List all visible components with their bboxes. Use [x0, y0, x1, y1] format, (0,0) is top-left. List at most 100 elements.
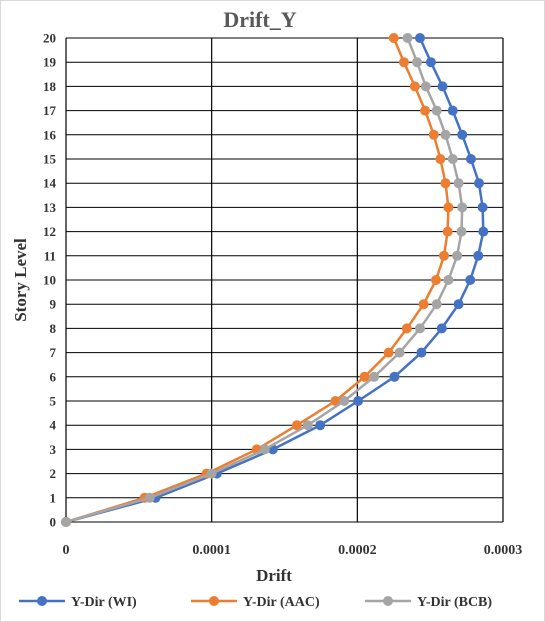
- legend-marker-2: [383, 596, 393, 606]
- series-2-point-5: [339, 396, 350, 406]
- legend-item-2: Y-Dir (BCB): [365, 595, 492, 610]
- series-0-point-5: [353, 396, 364, 406]
- series-0-point-16: [457, 129, 468, 140]
- y-tick-label-4: 4: [50, 418, 57, 433]
- y-tick-label-8: 8: [50, 321, 57, 336]
- y-tick-label-7: 7: [50, 345, 57, 360]
- y-tick-label-19: 19: [43, 55, 57, 70]
- series-1-point-18: [409, 81, 420, 92]
- series-2-point-16: [440, 129, 451, 140]
- x-axis-label: Drift: [256, 566, 292, 585]
- series-2-point-2: [206, 468, 217, 479]
- series-0-point-7: [416, 347, 427, 358]
- x-tick-label-1: 0.0001: [192, 543, 231, 558]
- y-axis-label: Story Level: [11, 238, 30, 322]
- series-0-point-6: [389, 371, 400, 382]
- y-tick-label-0: 0: [50, 515, 57, 530]
- chart-title: Drift_Y: [223, 7, 296, 32]
- series-2-point-3: [259, 444, 270, 455]
- series-2-point-12: [456, 226, 467, 237]
- y-tick-label-15: 15: [43, 152, 57, 167]
- series-2-point-15: [447, 154, 458, 164]
- series-0-point-14: [473, 178, 484, 189]
- series-2-point-9: [431, 299, 442, 310]
- series-2-point-8: [414, 323, 425, 334]
- series-2-point-14: [453, 178, 464, 189]
- series-0-point-11: [473, 250, 484, 261]
- y-tick-label-11: 11: [44, 248, 56, 263]
- series-2-point-18: [420, 81, 431, 92]
- series-2-point-13: [457, 202, 468, 213]
- series-1-point-7: [383, 347, 394, 358]
- series-0: [61, 33, 489, 527]
- y-tick-label-10: 10: [43, 273, 56, 288]
- series-0-point-13: [477, 202, 488, 213]
- y-tick-label-18: 18: [43, 79, 57, 94]
- y-tick-label-2: 2: [50, 466, 57, 481]
- series-0-point-8: [436, 323, 447, 334]
- legend-marker-0: [37, 596, 47, 606]
- series-1-point-20: [388, 33, 399, 43]
- series-1-point-14: [440, 178, 451, 189]
- series-1: [61, 33, 454, 527]
- series-1-point-19: [398, 57, 409, 68]
- series-0-point-19: [425, 57, 436, 68]
- series-2-point-6: [369, 371, 380, 382]
- series-2-point-1: [144, 492, 155, 503]
- series-2-point-17: [431, 105, 442, 116]
- series-1-point-4: [291, 420, 302, 431]
- x-tick-label-3: 0.0003: [484, 543, 523, 558]
- series-1-point-10: [430, 275, 441, 285]
- y-tick-label-6: 6: [50, 369, 57, 384]
- y-tick-label-12: 12: [43, 224, 56, 239]
- series-0-point-20: [414, 33, 425, 43]
- legend-item-1: Y-Dir (AAC): [191, 595, 320, 610]
- series-0-point-15: [465, 154, 476, 164]
- series-0-point-4: [315, 420, 326, 431]
- gridlines: [65, 37, 504, 523]
- legend-marker-1: [209, 596, 219, 606]
- series-1-point-11: [439, 250, 450, 261]
- series-1-point-17: [420, 105, 431, 116]
- legend-label-0: Y-Dir (WI): [71, 595, 137, 610]
- series-1-point-6: [359, 371, 370, 382]
- series-2: [61, 33, 468, 527]
- y-tick-label-17: 17: [43, 103, 57, 118]
- x-tick-label-0: 0: [63, 543, 70, 558]
- series-0-point-12: [478, 226, 489, 237]
- series-1-point-5: [330, 396, 341, 406]
- y-tick-label-5: 5: [50, 394, 57, 409]
- legend-label-1: Y-Dir (AAC): [243, 595, 320, 610]
- series-2-point-7: [394, 347, 405, 358]
- y-tick-label-13: 13: [43, 200, 57, 215]
- series-group: [61, 33, 489, 527]
- legend-label-2: Y-Dir (BCB): [417, 595, 492, 610]
- legend-item-0: Y-Dir (WI): [19, 595, 137, 610]
- series-2-point-19: [412, 57, 423, 68]
- series-0-point-10: [465, 275, 476, 285]
- series-2-point-10: [443, 275, 454, 285]
- y-tick-label-1: 1: [50, 490, 57, 505]
- series-1-point-8: [401, 323, 412, 334]
- series-2-point-4: [302, 420, 313, 431]
- y-tick-label-9: 9: [50, 297, 57, 312]
- series-1-point-13: [443, 202, 454, 213]
- series-1-point-12: [442, 226, 453, 237]
- y-tick-label-14: 14: [43, 176, 57, 191]
- y-tick-label-16: 16: [43, 127, 57, 142]
- series-2-point-20: [402, 33, 413, 43]
- series-0-point-17: [447, 105, 458, 116]
- series-0-point-9: [453, 299, 464, 310]
- y-tick-label-3: 3: [50, 442, 57, 457]
- series-1-point-15: [435, 154, 446, 164]
- series-1-point-16: [428, 129, 439, 140]
- legend: Y-Dir (WI) Y-Dir (AAC) Y-Dir (BCB): [19, 595, 492, 610]
- x-tick-labels: 0 0.0001 0.0002 0.0003: [63, 543, 523, 558]
- series-0-point-18: [437, 81, 448, 92]
- series-1-point-9: [418, 299, 429, 310]
- x-tick-label-2: 0.0002: [338, 543, 377, 558]
- series-2-point-0: [61, 517, 71, 527]
